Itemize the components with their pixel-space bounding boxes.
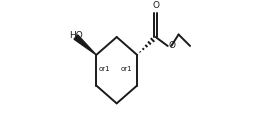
Text: or1: or1: [121, 66, 132, 72]
Text: O: O: [152, 1, 159, 10]
Text: or1: or1: [98, 66, 110, 72]
Polygon shape: [74, 35, 96, 55]
Text: O: O: [169, 41, 176, 51]
Text: HO: HO: [69, 31, 83, 40]
